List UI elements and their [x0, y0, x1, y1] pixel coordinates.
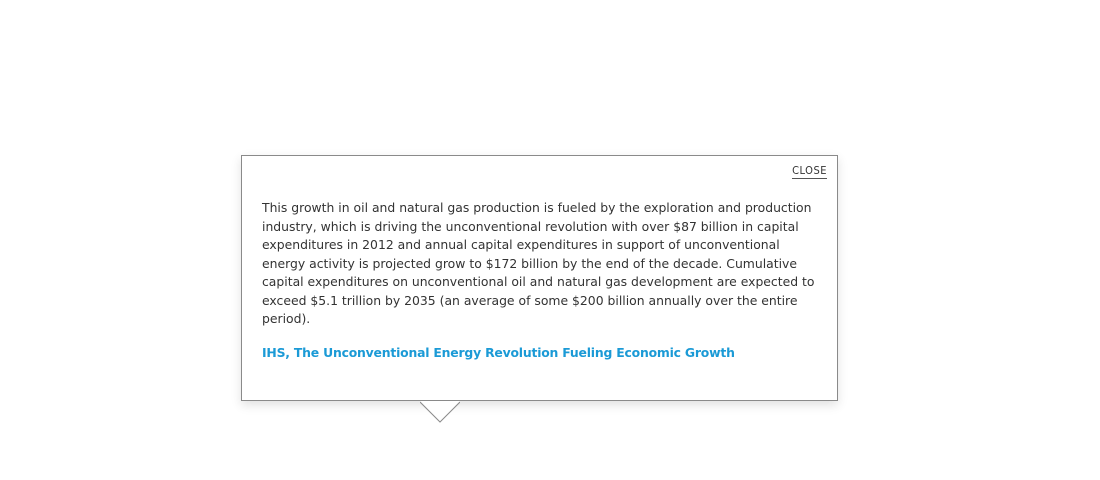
- source-link[interactable]: IHS, The Unconventional Energy Revolutio…: [262, 345, 735, 360]
- popover-body-text: This growth in oil and natural gas produ…: [262, 200, 815, 326]
- close-button[interactable]: CLOSE: [792, 164, 827, 179]
- popover-pointer-icon: [420, 401, 460, 423]
- info-popover: CLOSE This growth in oil and natural gas…: [241, 155, 838, 401]
